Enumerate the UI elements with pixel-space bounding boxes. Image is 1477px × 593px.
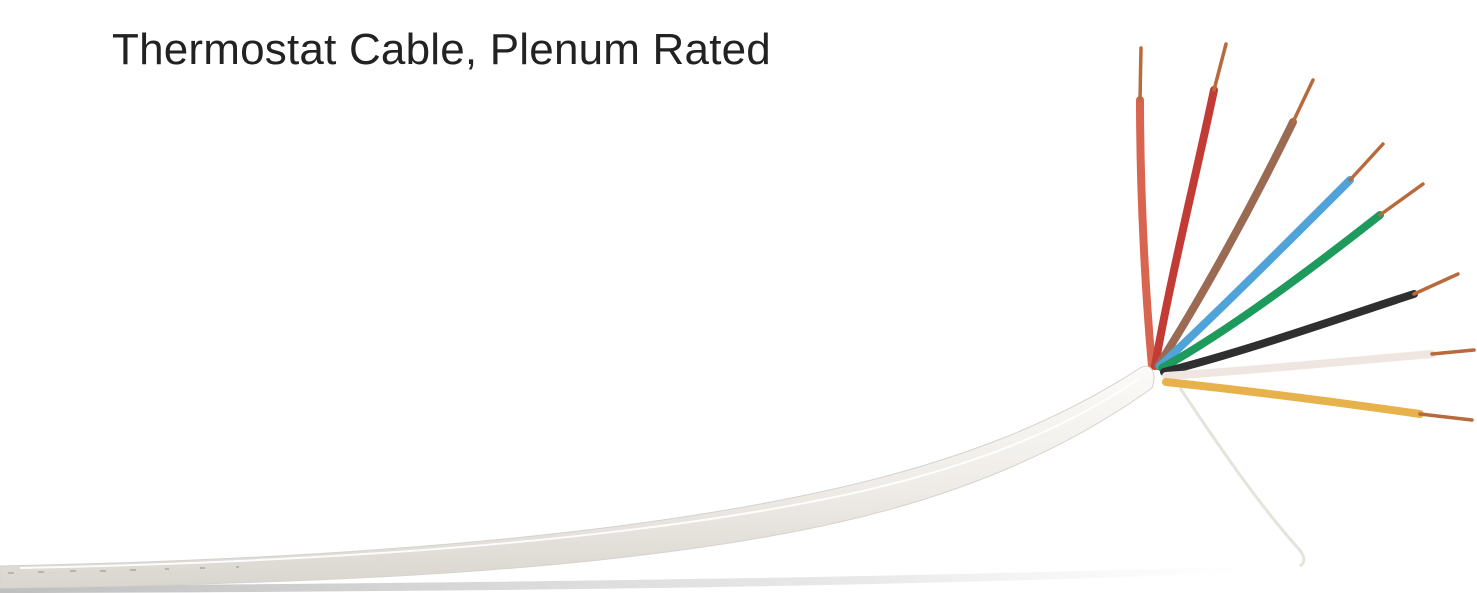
cable-shadow	[0, 566, 1250, 593]
wire-white	[1162, 350, 1436, 380]
tip-4	[1348, 142, 1385, 182]
tip-1	[1138, 46, 1143, 102]
loose-strand	[1178, 387, 1306, 568]
tip-3	[1291, 78, 1315, 124]
wire-red	[1151, 86, 1218, 370]
tip-6	[1412, 272, 1460, 296]
tip-5	[1378, 182, 1425, 217]
tip-7	[1430, 348, 1476, 356]
wire-blue	[1156, 176, 1354, 370]
jacket-highlight	[19, 377, 1141, 569]
cable-jacket	[0, 365, 1155, 589]
wire-green	[1158, 211, 1384, 372]
wire-brown	[1154, 118, 1297, 370]
conductors	[1136, 86, 1436, 418]
tip-8	[1418, 412, 1474, 422]
copper-tips	[1138, 42, 1476, 422]
product-title: Thermostat Cable, Plenum Rated	[112, 25, 771, 74]
wire-orange-red	[1136, 96, 1156, 370]
tip-2	[1212, 42, 1228, 92]
wire-yellow	[1162, 378, 1424, 418]
wire-black	[1160, 290, 1418, 376]
jacket-print	[8, 566, 239, 574]
